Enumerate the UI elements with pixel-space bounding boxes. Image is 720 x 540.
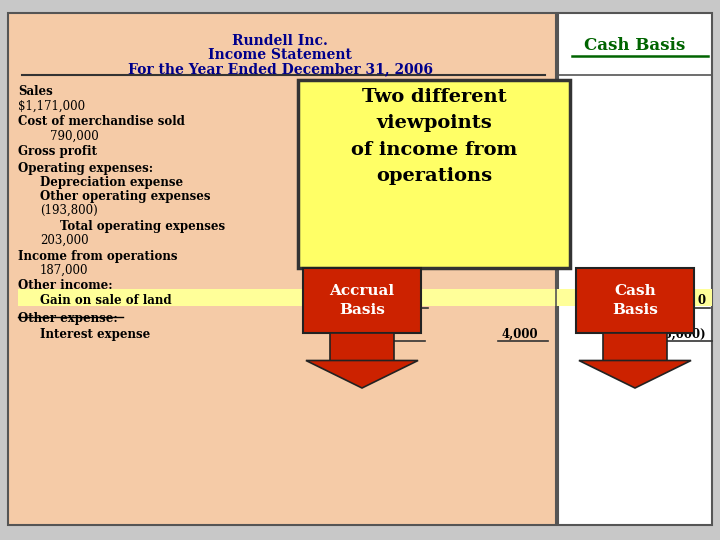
- Text: 790,000: 790,000: [50, 130, 99, 143]
- FancyBboxPatch shape: [330, 333, 395, 361]
- Text: 203,000: 203,000: [40, 234, 89, 247]
- Polygon shape: [306, 361, 418, 388]
- FancyBboxPatch shape: [303, 268, 421, 333]
- Text: Income from operations: Income from operations: [18, 250, 178, 263]
- Text: Other income:: Other income:: [18, 279, 112, 292]
- Text: (193,800): (193,800): [40, 204, 98, 217]
- Text: Cash Basis: Cash Basis: [585, 37, 685, 54]
- Text: Operating expenses:: Operating expenses:: [18, 162, 153, 175]
- Text: Accrual
Basis: Accrual Basis: [330, 284, 395, 316]
- FancyBboxPatch shape: [298, 80, 570, 268]
- FancyBboxPatch shape: [576, 268, 694, 333]
- FancyBboxPatch shape: [8, 13, 556, 525]
- Text: Rundell Inc.: Rundell Inc.: [232, 34, 328, 48]
- Text: Other operating expenses: Other operating expenses: [40, 190, 210, 203]
- Text: Cost of merchandise sold: Cost of merchandise sold: [18, 115, 185, 128]
- FancyBboxPatch shape: [558, 13, 712, 525]
- FancyBboxPatch shape: [603, 333, 667, 361]
- Text: Gain on sale of land: Gain on sale of land: [40, 294, 171, 307]
- FancyBboxPatch shape: [18, 289, 712, 306]
- Text: Total operating expenses: Total operating expenses: [60, 220, 225, 233]
- Text: Interest expense: Interest expense: [40, 328, 150, 341]
- Polygon shape: [579, 361, 691, 388]
- Text: Gross profit: Gross profit: [18, 145, 97, 158]
- Text: 8,000: 8,000: [355, 328, 392, 341]
- Text: (8,000): (8,000): [658, 328, 706, 341]
- Text: Depreciation expense: Depreciation expense: [40, 176, 183, 189]
- Text: Income Statement: Income Statement: [208, 48, 352, 62]
- Text: 0: 0: [698, 294, 706, 307]
- Text: Cash
Basis: Cash Basis: [612, 284, 658, 316]
- Text: Sales: Sales: [18, 85, 53, 98]
- Text: $12,000: $12,000: [355, 294, 408, 307]
- Text: 4,000: 4,000: [502, 328, 539, 341]
- Text: $1,171,000: $1,171,000: [18, 100, 85, 113]
- Text: $1,180,000: $1,180,000: [355, 85, 422, 98]
- Text: For the Year Ended December 31, 2006: For the Year Ended December 31, 2006: [127, 62, 433, 76]
- Text: Two different
viewpoints
of income from
operations: Two different viewpoints of income from …: [351, 88, 517, 185]
- Text: Other expense:: Other expense:: [18, 312, 118, 325]
- Text: 187,000: 187,000: [40, 264, 89, 277]
